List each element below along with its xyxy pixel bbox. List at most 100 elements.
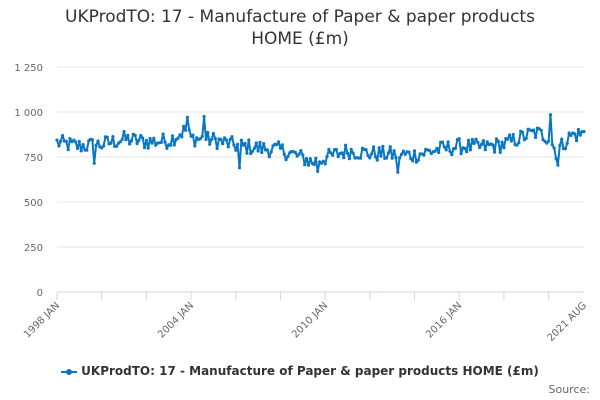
data-point[interactable]: [129, 139, 134, 143]
data-point[interactable]: [556, 163, 560, 167]
data-point[interactable]: [334, 147, 338, 152]
data-point[interactable]: [128, 142, 132, 146]
data-point[interactable]: [506, 137, 510, 141]
data-point[interactable]: [260, 150, 264, 155]
data-point[interactable]: [178, 133, 182, 137]
data-point[interactable]: [442, 145, 446, 149]
data-point[interactable]: [234, 148, 238, 152]
data-point[interactable]: [319, 161, 323, 165]
data-point[interactable]: [485, 140, 489, 144]
data-point[interactable]: [480, 142, 484, 146]
data-point[interactable]: [94, 143, 98, 147]
data-point[interactable]: [565, 141, 569, 145]
data-point[interactable]: [148, 136, 152, 141]
data-point[interactable]: [215, 146, 219, 151]
data-point[interactable]: [358, 156, 363, 160]
data-point[interactable]: [481, 139, 485, 143]
data-point[interactable]: [453, 146, 458, 150]
data-point[interactable]: [554, 156, 558, 161]
data-point[interactable]: [165, 146, 169, 150]
data-point[interactable]: [308, 157, 312, 161]
data-point[interactable]: [500, 140, 504, 144]
data-point[interactable]: [351, 151, 355, 155]
data-point[interactable]: [483, 148, 487, 152]
data-point[interactable]: [478, 145, 482, 150]
data-point[interactable]: [524, 136, 528, 140]
data-point[interactable]: [437, 150, 441, 155]
data-point[interactable]: [297, 152, 301, 156]
data-point[interactable]: [204, 137, 208, 142]
data-point[interactable]: [210, 137, 214, 141]
data-point[interactable]: [133, 133, 137, 137]
data-point[interactable]: [150, 141, 154, 145]
data-point[interactable]: [532, 128, 536, 132]
data-point[interactable]: [230, 135, 234, 139]
data-point[interactable]: [191, 133, 195, 137]
data-point[interactable]: [284, 158, 288, 162]
data-point[interactable]: [342, 156, 346, 160]
data-point[interactable]: [517, 141, 521, 145]
data-point[interactable]: [247, 138, 251, 142]
data-point[interactable]: [303, 163, 307, 167]
data-point[interactable]: [344, 143, 348, 147]
data-point[interactable]: [433, 149, 437, 153]
data-point[interactable]: [169, 143, 173, 147]
data-point[interactable]: [422, 153, 426, 157]
data-point[interactable]: [457, 137, 461, 141]
data-point[interactable]: [411, 159, 415, 163]
data-point[interactable]: [92, 161, 96, 165]
data-point[interactable]: [409, 157, 413, 161]
data-point[interactable]: [412, 149, 417, 153]
data-point[interactable]: [312, 163, 316, 167]
data-point[interactable]: [509, 139, 513, 143]
data-point[interactable]: [567, 131, 571, 135]
data-point[interactable]: [573, 132, 577, 136]
data-point[interactable]: [498, 150, 502, 154]
data-point[interactable]: [206, 130, 210, 134]
data-point[interactable]: [96, 139, 100, 143]
data-point[interactable]: [474, 137, 478, 141]
data-point[interactable]: [390, 156, 394, 160]
data-point[interactable]: [491, 143, 495, 147]
data-point[interactable]: [401, 149, 405, 153]
data-point[interactable]: [237, 166, 242, 170]
data-point[interactable]: [520, 130, 525, 134]
data-point[interactable]: [267, 155, 271, 159]
data-point[interactable]: [502, 146, 506, 150]
credits[interactable]: Source:: [548, 383, 591, 396]
data-point[interactable]: [435, 146, 439, 150]
data-point[interactable]: [163, 140, 167, 144]
data-point[interactable]: [213, 137, 217, 141]
data-point[interactable]: [295, 154, 299, 158]
data-point[interactable]: [304, 157, 309, 161]
data-point[interactable]: [459, 152, 463, 156]
data-point[interactable]: [336, 155, 340, 159]
data-point[interactable]: [111, 135, 115, 139]
data-point[interactable]: [219, 137, 223, 141]
data-point[interactable]: [61, 134, 65, 138]
data-point[interactable]: [576, 127, 581, 132]
data-point[interactable]: [262, 142, 266, 146]
data-point[interactable]: [79, 149, 83, 153]
data-point[interactable]: [176, 136, 180, 140]
data-point[interactable]: [507, 133, 512, 137]
data-point[interactable]: [293, 150, 297, 155]
data-point[interactable]: [548, 113, 553, 117]
data-point[interactable]: [399, 152, 404, 156]
data-point[interactable]: [314, 156, 318, 160]
data-point[interactable]: [515, 143, 519, 147]
data-point[interactable]: [172, 143, 176, 147]
data-point[interactable]: [277, 140, 281, 144]
data-point[interactable]: [392, 149, 396, 153]
data-point[interactable]: [200, 134, 204, 138]
data-point[interactable]: [243, 141, 247, 145]
data-point[interactable]: [256, 149, 260, 153]
data-point[interactable]: [193, 144, 197, 148]
data-point[interactable]: [146, 146, 150, 150]
data-point[interactable]: [185, 115, 189, 119]
data-point[interactable]: [575, 139, 579, 143]
data-point[interactable]: [59, 139, 63, 143]
data-point[interactable]: [159, 140, 163, 144]
data-point[interactable]: [340, 151, 344, 155]
data-point[interactable]: [468, 148, 472, 152]
